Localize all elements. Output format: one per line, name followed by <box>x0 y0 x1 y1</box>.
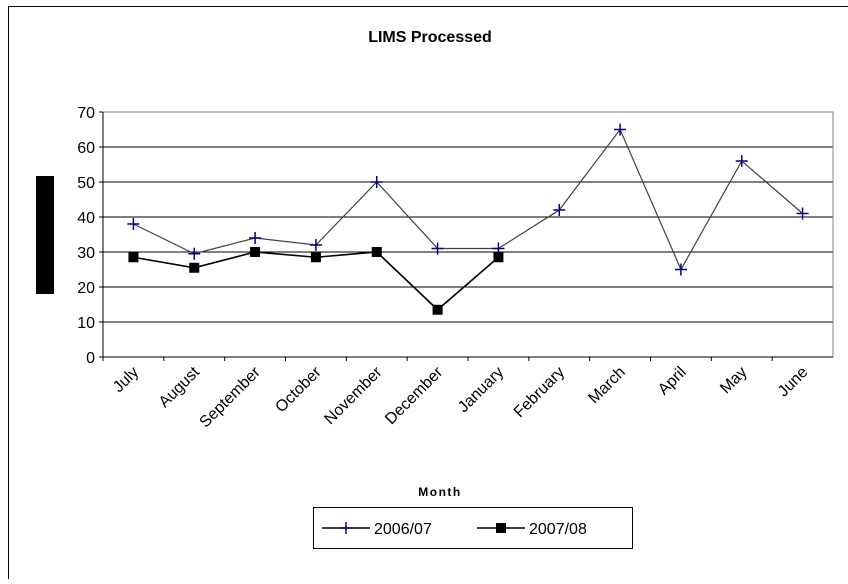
y-tick-label: 10 <box>77 315 95 332</box>
x-axis-title: Month <box>418 485 461 499</box>
legend-label: 2006/07 <box>374 521 432 538</box>
marker <box>372 247 382 257</box>
marker <box>128 252 138 262</box>
y-tick-label: 50 <box>77 175 95 192</box>
y-tick-label: 40 <box>77 210 95 227</box>
marker <box>496 523 506 533</box>
legend-label: 2007/08 <box>529 521 587 538</box>
marker <box>433 305 443 315</box>
marker <box>493 252 503 262</box>
marker <box>189 263 199 273</box>
y-tick-label: 20 <box>77 280 95 297</box>
y-tick-label: 0 <box>86 350 95 367</box>
y-tick-label: 70 <box>77 105 95 122</box>
redacted-axis-title <box>36 176 54 294</box>
marker <box>250 247 260 257</box>
marker <box>311 252 321 262</box>
y-tick-label: 60 <box>77 140 95 157</box>
y-tick-label: 30 <box>77 245 95 262</box>
chart-title: LIMS Processed <box>368 29 492 46</box>
